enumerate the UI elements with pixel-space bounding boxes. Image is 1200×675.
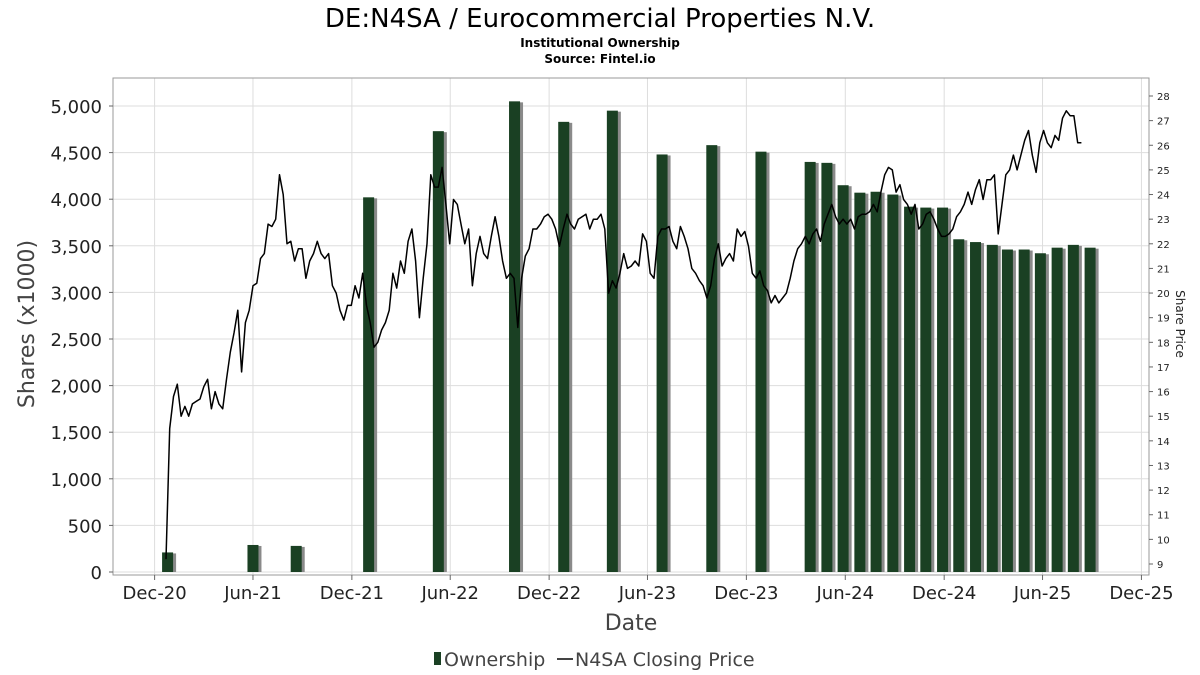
ownership-bar xyxy=(887,194,899,573)
ownership-bar xyxy=(953,239,965,572)
y2-tick-label: 23 xyxy=(1157,215,1170,226)
chart-source: Source: Fintel.io xyxy=(544,52,655,66)
legend-price-label: N4SA Closing Price xyxy=(575,649,755,671)
plot-frame xyxy=(112,77,1150,576)
y-tick-label: 5,000 xyxy=(50,97,102,118)
legend-ownership-label: Ownership xyxy=(444,649,545,671)
price-line-group xyxy=(165,110,1082,560)
x-tick-label: Jun-23 xyxy=(618,583,677,604)
y2-tick-label: 25 xyxy=(1157,166,1170,177)
ownership-bar xyxy=(837,185,849,572)
x-tick-label: Dec-23 xyxy=(714,583,778,604)
y2-tick-label: 28 xyxy=(1157,92,1170,103)
y-axis-ticks: 0 500 1,000 1,500 2,000 2,500 3,000 3,500 4,000 4… xyxy=(50,97,113,584)
y2-tick-label: 21 xyxy=(1157,264,1170,275)
ownership-bar xyxy=(755,151,767,572)
ownership-bar xyxy=(1001,249,1013,572)
y2-tick-label: 20 xyxy=(1157,289,1170,300)
y2-tick-label: 14 xyxy=(1157,437,1170,448)
y-tick-label: 1,000 xyxy=(50,470,102,491)
y2-tick-label: 18 xyxy=(1157,338,1170,349)
y2-tick-label: 10 xyxy=(1157,535,1170,546)
x-tick-label: Jun-25 xyxy=(1013,583,1072,604)
ownership-bar xyxy=(870,191,882,572)
ownership-bar xyxy=(162,552,174,572)
x-axis-ticks: Dec-20 Jun-21 Dec-21 Jun-22 Dec-22 Jun-23 Dec-… xyxy=(122,575,1174,604)
y2-tick-label: 11 xyxy=(1157,511,1170,522)
ownership-bar xyxy=(432,131,444,572)
ownership-bar xyxy=(1084,247,1096,572)
x-tick-label: Dec-22 xyxy=(517,583,581,604)
y2-axis-label: Share Price xyxy=(1173,290,1187,358)
x-tick-label: Dec-20 xyxy=(122,583,186,604)
grid-lines xyxy=(113,78,1149,575)
x-tick-label: Dec-21 xyxy=(320,583,384,604)
y-tick-label: 4,500 xyxy=(50,144,102,165)
ownership-bar xyxy=(706,145,718,573)
y2-tick-label: 27 xyxy=(1157,117,1170,128)
y2-tick-label: 26 xyxy=(1157,141,1170,152)
ownership-bar xyxy=(1067,244,1079,573)
y-tick-label: 2,500 xyxy=(50,330,102,351)
x-tick-label: Jun-22 xyxy=(420,583,479,604)
y2-tick-label: 12 xyxy=(1157,486,1170,497)
x-tick-label: Dec-24 xyxy=(912,583,976,604)
y2-tick-label: 22 xyxy=(1157,240,1170,251)
chart-subtitle: Institutional Ownership xyxy=(520,36,680,50)
ownership-bar xyxy=(558,121,570,573)
y2-tick-label: 13 xyxy=(1157,461,1170,472)
ownership-bar xyxy=(1018,249,1030,572)
y-tick-label: 500 xyxy=(68,516,102,537)
x-axis-label: Date xyxy=(605,611,658,636)
legend-ownership-swatch xyxy=(434,652,441,665)
ownership-bar xyxy=(1034,253,1046,573)
x-tick-label: Jun-21 xyxy=(223,583,282,604)
price-line xyxy=(165,110,1082,560)
ownership-bar xyxy=(363,197,375,572)
ownership-bar xyxy=(854,192,866,572)
y-tick-label: 4,000 xyxy=(50,190,102,211)
ownership-bar xyxy=(606,110,618,572)
y-tick-label: 3,000 xyxy=(50,283,102,304)
ownership-bar xyxy=(509,101,521,572)
ownership-bar xyxy=(804,161,816,573)
chart-title: DE:N4SA / Eurocommercial Properties N.V. xyxy=(325,4,875,34)
y-axis-label: Shares (x1000) xyxy=(15,240,40,408)
y-tick-label: 1,500 xyxy=(50,423,102,444)
y2-tick-label: 17 xyxy=(1157,363,1170,374)
y2-tick-label: 15 xyxy=(1157,412,1170,423)
ownership-bar xyxy=(656,154,668,573)
y2-axis-ticks: 9 10 11 12 13 14 15 16 17 18 19 20 21 22 23 24 25 26 27 28 xyxy=(1149,92,1170,571)
ownership-bar xyxy=(920,207,932,572)
y-tick-label: 3,500 xyxy=(50,237,102,258)
y-tick-label: 0 xyxy=(91,563,102,584)
x-tick-label: Dec-25 xyxy=(1109,583,1173,604)
ownership-bar xyxy=(290,545,302,572)
ownership-bar xyxy=(1051,247,1063,572)
ownership-bar xyxy=(821,162,833,573)
ownership-bar xyxy=(904,206,916,572)
x-tick-label: Jun-24 xyxy=(816,583,875,604)
ownership-bar xyxy=(247,544,259,572)
ownership-bar xyxy=(937,207,949,572)
y2-tick-label: 19 xyxy=(1157,314,1170,325)
ownership-bar xyxy=(970,242,982,572)
legend: Ownership N4SA Closing Price xyxy=(434,649,755,671)
y2-tick-label: 24 xyxy=(1157,191,1170,202)
y2-tick-label: 9 xyxy=(1157,560,1163,571)
y-tick-label: 2,000 xyxy=(50,377,102,398)
ownership-bars xyxy=(162,101,1099,573)
ownership-bar xyxy=(986,244,998,573)
y2-tick-label: 16 xyxy=(1157,388,1170,399)
